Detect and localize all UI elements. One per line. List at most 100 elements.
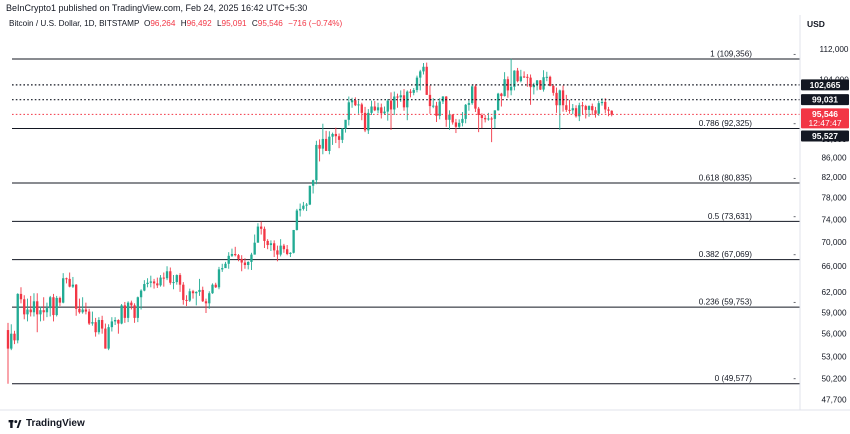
high-value: 96,492 [186,19,212,28]
candle [107,324,110,351]
candle [354,97,357,107]
candle [529,74,532,105]
candle [389,92,393,130]
candle [451,114,454,125]
candle-body [123,305,127,318]
candle [55,295,58,317]
candle-body [292,229,295,253]
candle-body [597,103,600,114]
candle [143,280,146,292]
candle-body [217,269,221,288]
candle [250,252,253,270]
candle [445,96,448,127]
candle-body [503,79,506,97]
candle-body [26,309,29,315]
candle [591,103,594,116]
candle [279,239,282,257]
candle [503,72,506,97]
candle [100,315,104,334]
candle [165,266,169,281]
candle-body [308,185,312,205]
candle [500,92,503,107]
candle [610,110,613,117]
candle [565,94,568,113]
candle-body [571,108,574,111]
price-tick-label: 62,000 [821,288,846,297]
candle [13,330,16,345]
tradingview-logo[interactable]: TradingView [8,418,85,429]
candle [149,275,152,288]
candle-body [87,311,91,324]
candle [548,75,552,87]
price-tick-label: 112,000 [820,45,849,54]
candle [126,301,130,323]
candle-body [587,106,591,110]
candle [113,317,117,325]
candle [347,96,350,126]
candle [175,274,178,285]
fib-level-dash: - [793,250,796,259]
candle [607,106,610,117]
candle [415,75,419,93]
candle-body [188,291,191,301]
candle [328,131,331,155]
candle-body [396,96,399,98]
fib-level-label: 1 (109,356) [710,49,752,58]
candle-body [428,94,432,107]
candle [16,293,19,344]
candle [182,282,185,305]
candle-body [409,91,412,93]
candle-body [240,258,243,263]
candle-body [149,281,152,283]
currency-label: USD [807,19,825,29]
fib-level-label: 0.382 (67,069) [699,250,753,259]
candle [139,289,143,310]
candle [26,298,29,322]
candle-body [136,297,140,318]
candle-body [42,310,45,313]
candle [178,273,182,292]
candle [373,101,376,112]
candle-body [295,210,299,230]
candle-body [552,85,555,93]
candle-body [91,322,94,324]
candle-body [266,240,269,246]
candle [81,297,84,314]
candle-body [334,133,338,137]
candle-body [107,327,110,349]
candle-body [402,95,406,108]
candle-body [55,297,58,316]
candle [162,272,165,287]
candle-body [289,252,292,254]
candle [42,297,45,321]
price-tick-label: 86,000 [821,154,846,163]
candle-body [139,290,143,298]
candle [344,119,347,133]
candle-body [532,84,536,88]
candle [97,317,101,335]
price-tick-label: 53,000 [821,352,846,361]
level-102665-label: 102,665 [810,80,841,90]
candle-body [529,77,532,88]
candle-body [519,76,523,82]
candle-body [565,105,568,110]
candle-body [279,245,282,255]
candle [386,98,389,121]
candle [159,275,162,287]
candle-body [574,108,578,117]
candle-body [370,106,373,113]
current-price-badge [801,108,849,129]
level-99031-label: 99,031 [812,95,838,105]
fib-level-dash: - [793,298,796,307]
candle [10,324,13,351]
candle [185,295,188,307]
candle-body [422,66,425,72]
candle [428,85,432,114]
open-label: O [144,19,151,28]
candle-body [165,271,169,279]
candle-body [386,100,389,112]
candle-body [298,208,302,211]
candle [110,317,114,332]
candle [367,109,370,134]
